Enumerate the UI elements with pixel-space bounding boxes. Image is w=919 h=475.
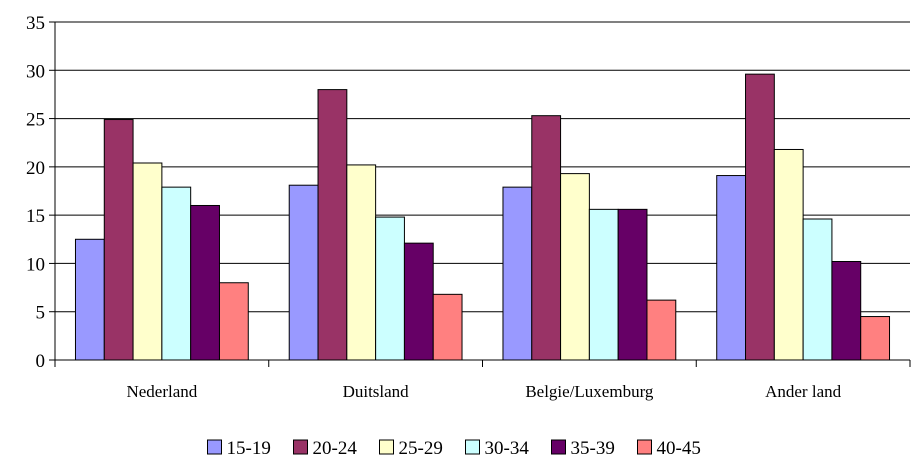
x-axis-ticks: Nederland Duitsland Belgie/Luxemburg Ander … (126, 382, 841, 401)
bar-35-39-belgie-luxemburg (617, 208, 648, 361)
y-axis-ticks: 0 5 10 15 20 25 30 35 (26, 13, 45, 372)
bar-35-39-nederland (190, 204, 220, 361)
bar-40-45-belgie-luxemburg (646, 299, 677, 361)
bar-35-39-duitsland (403, 242, 434, 361)
axes (49, 21, 911, 367)
y-tick-label: 35 (26, 13, 45, 34)
x-tick-label: Belgie/Luxemburg (525, 382, 654, 401)
y-tick-label: 0 (36, 351, 46, 372)
legend-label: 15-19 (227, 438, 271, 459)
legend-swatch (207, 439, 222, 455)
legend-swatch (551, 439, 566, 455)
bar-25-29-ander-land (773, 148, 804, 361)
bar-40-45-nederland (218, 282, 249, 361)
legend-label: 40-45 (657, 438, 701, 459)
bar-15-19-ander-land (716, 175, 747, 361)
bar-15-19-duitsland (288, 184, 319, 361)
bar-35-39-ander-land (831, 260, 862, 361)
bar-30-34-nederland (161, 186, 192, 361)
legend: 15-19 20-24 25-29 30-34 35-39 40-45 (207, 438, 701, 459)
y-tick-label: 15 (26, 206, 45, 227)
legend-label: 25-29 (399, 438, 443, 459)
legend-swatch (379, 439, 394, 455)
bar-20-24-nederland (103, 119, 134, 361)
bar-20-24-belgie-luxemburg (531, 115, 562, 361)
bar-15-19-belgie-luxemburg (502, 186, 533, 361)
bar-40-45-ander-land (860, 316, 891, 361)
bar-20-24-ander-land (745, 73, 775, 361)
bar-40-45-duitsland (432, 293, 463, 361)
bars (74, 73, 891, 361)
bar-30-34-duitsland (375, 216, 405, 361)
bar-30-34-ander-land (802, 218, 833, 361)
bar-25-29-duitsland (346, 164, 377, 361)
x-tick-label: Duitsland (343, 382, 410, 401)
legend-swatch (465, 439, 480, 455)
y-tick-label: 20 (26, 158, 45, 179)
y-tick-label: 30 (26, 61, 45, 82)
x-tick-label: Nederland (126, 382, 197, 401)
legend-label: 20-24 (313, 438, 358, 459)
y-tick-label: 25 (26, 110, 45, 131)
legend-swatch (293, 439, 308, 455)
bar-25-29-nederland (132, 162, 163, 361)
bar-20-24-duitsland (317, 89, 348, 361)
legend-label: 30-34 (485, 438, 530, 459)
bar-30-34-belgie-luxemburg (588, 208, 619, 361)
y-tick-label: 5 (36, 303, 46, 324)
legend-swatch (637, 439, 652, 455)
x-tick-label: Ander land (765, 382, 842, 401)
bar-15-19-nederland (74, 238, 105, 361)
y-tick-label: 10 (26, 254, 45, 275)
legend-label: 35-39 (571, 438, 615, 459)
bar-25-29-belgie-luxemburg (560, 173, 590, 361)
